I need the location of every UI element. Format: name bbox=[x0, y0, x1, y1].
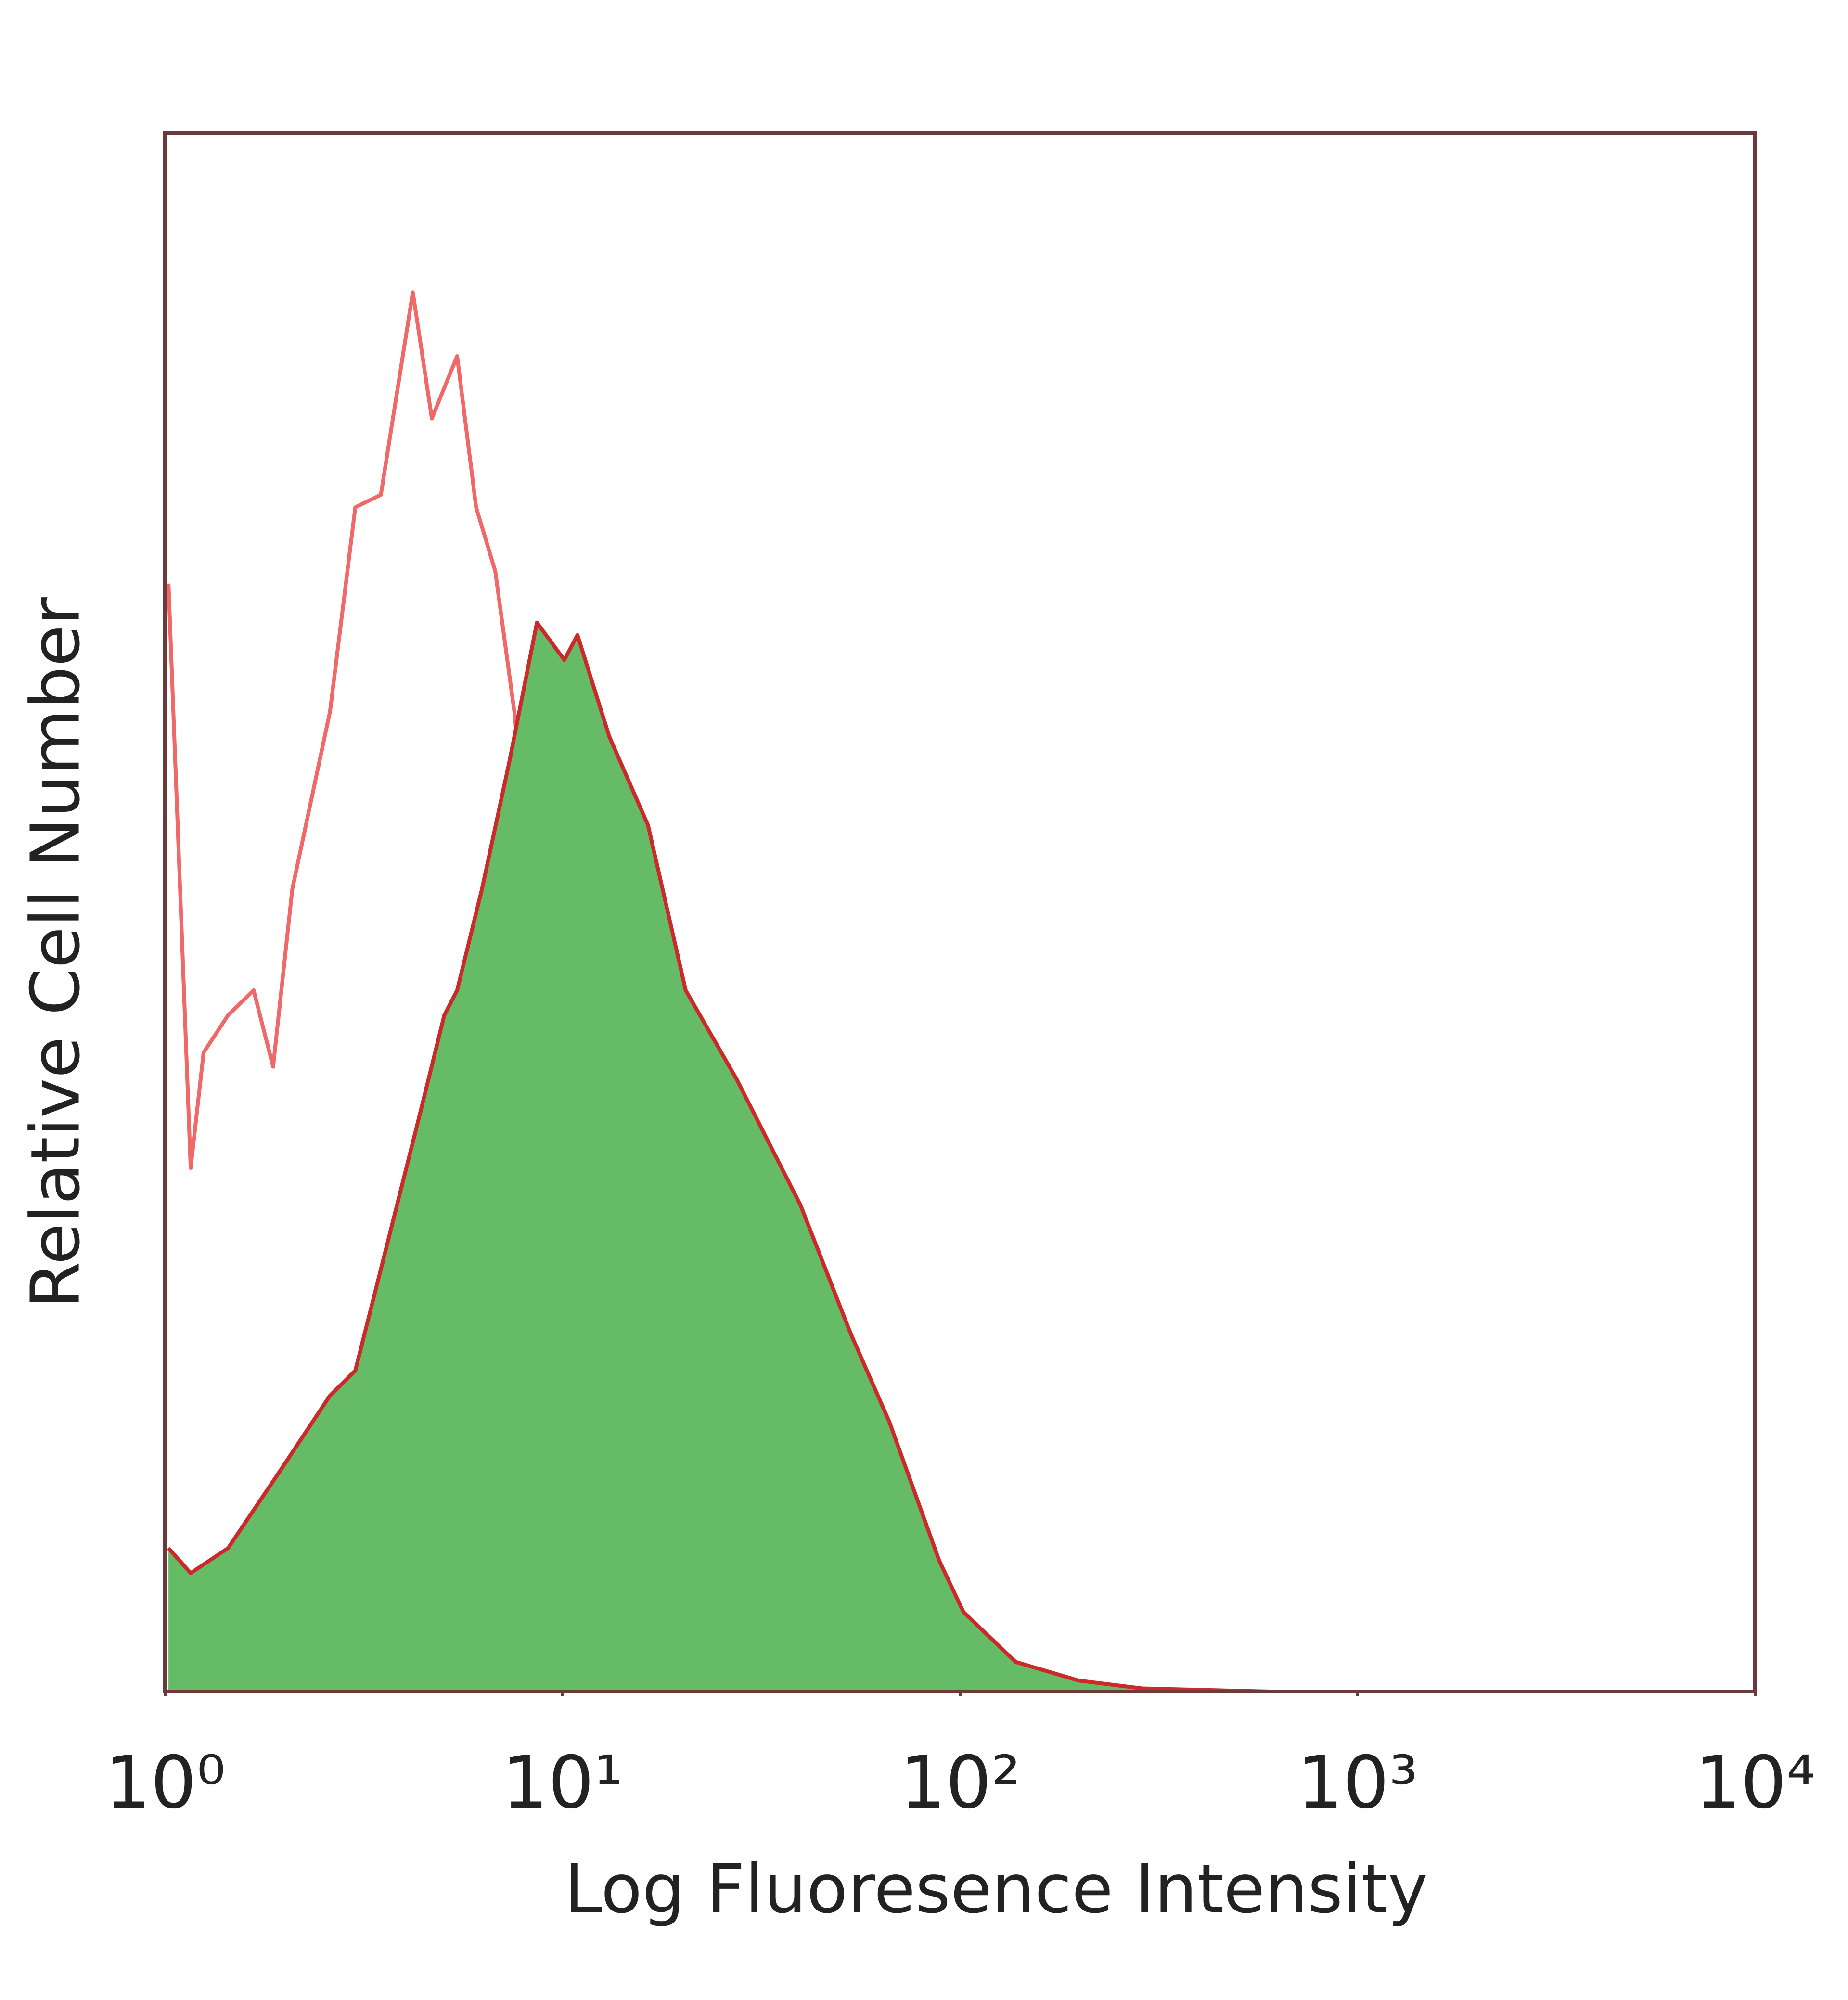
histogram-area bbox=[168, 622, 1270, 1692]
x-tick-label: 10² bbox=[899, 1741, 1020, 1825]
y-axis-label: Relative Cell Number bbox=[17, 597, 95, 1308]
histogram-line bbox=[167, 620, 1270, 1693]
x-tick-label: 10³ bbox=[1297, 1741, 1418, 1825]
x-axis-label: Log Fluoresence Intensity bbox=[565, 1850, 1428, 1929]
x-tick-label: 10⁰ bbox=[104, 1741, 225, 1825]
x-tick-label: 10⁴ bbox=[1694, 1741, 1815, 1825]
x-tick-label: 10¹ bbox=[502, 1741, 623, 1825]
